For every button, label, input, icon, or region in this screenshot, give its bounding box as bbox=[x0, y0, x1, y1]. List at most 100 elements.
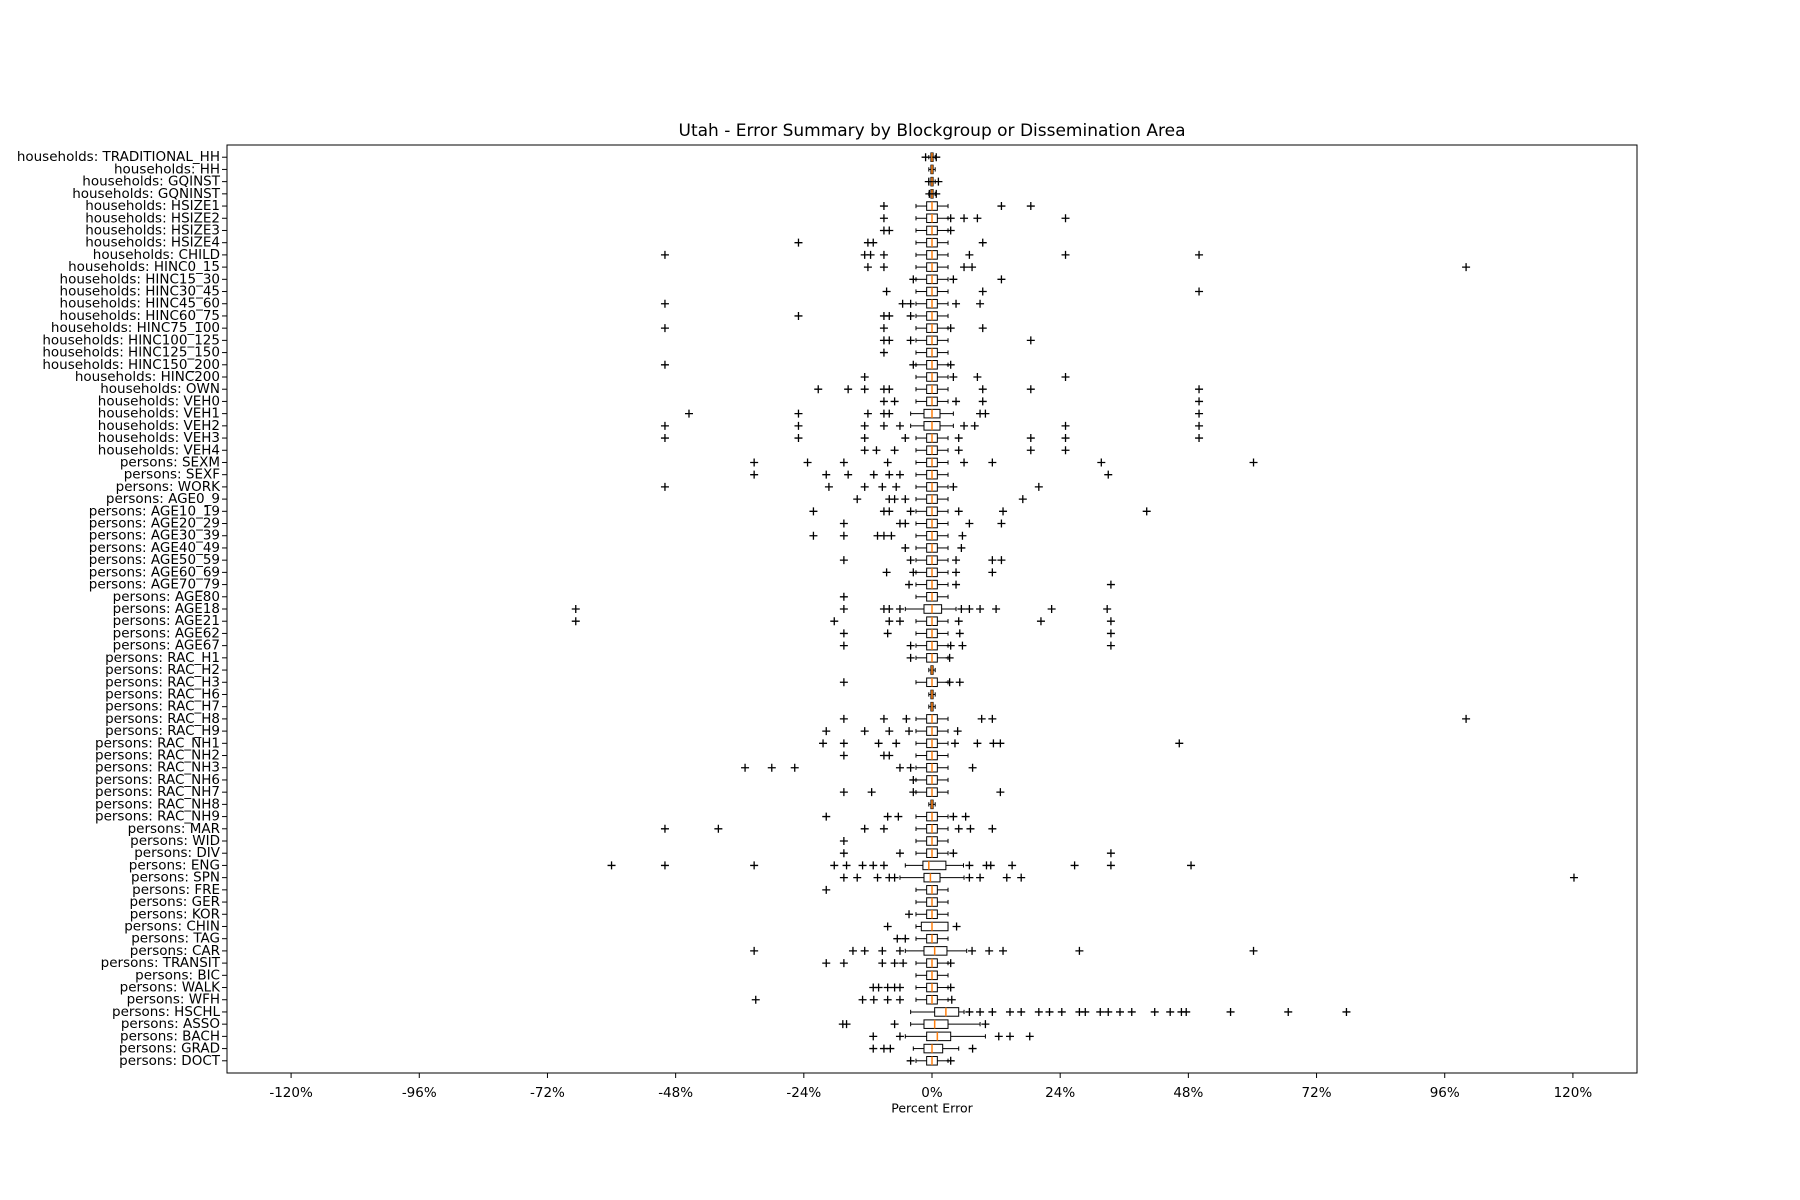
y-tick-label: households: VEH2 bbox=[98, 418, 220, 434]
flier bbox=[934, 177, 943, 186]
flier bbox=[1342, 1007, 1351, 1016]
flier bbox=[965, 873, 974, 882]
flier bbox=[885, 336, 894, 345]
x-tick-label: 48% bbox=[1173, 1085, 1203, 1101]
flier bbox=[960, 421, 969, 430]
flier bbox=[767, 763, 776, 772]
flier bbox=[1106, 849, 1115, 858]
flier bbox=[1569, 873, 1578, 882]
flier bbox=[895, 946, 904, 955]
flier bbox=[1150, 1007, 1159, 1016]
flier bbox=[1103, 605, 1112, 613]
y-tick-label: households: VEH4 bbox=[98, 442, 220, 458]
flier bbox=[873, 873, 882, 882]
flier bbox=[844, 470, 853, 479]
flier bbox=[992, 605, 1001, 613]
x-tick-label: -48% bbox=[658, 1085, 693, 1101]
flier bbox=[946, 214, 955, 223]
flier bbox=[860, 824, 869, 833]
flier bbox=[1195, 409, 1204, 418]
flier bbox=[830, 617, 839, 626]
flier bbox=[860, 727, 869, 736]
flier bbox=[965, 519, 974, 528]
flier bbox=[803, 458, 812, 467]
y-tick-label: persons: GRAD bbox=[119, 1041, 220, 1057]
x-tick-label: 72% bbox=[1302, 1085, 1332, 1101]
flier bbox=[906, 311, 915, 320]
flier bbox=[1127, 1007, 1136, 1016]
flier bbox=[978, 287, 987, 296]
flier bbox=[906, 336, 915, 345]
flier bbox=[1182, 1007, 1191, 1016]
flier bbox=[878, 959, 887, 968]
flier bbox=[1070, 861, 1079, 870]
y-tick-label: persons: WORK bbox=[116, 479, 222, 495]
flier bbox=[1017, 873, 1026, 882]
flier bbox=[1249, 458, 1258, 467]
y-tick-label: households: HINC45_60 bbox=[60, 296, 220, 312]
flier bbox=[607, 861, 616, 870]
flier bbox=[885, 409, 894, 418]
flier bbox=[965, 861, 974, 870]
flier bbox=[885, 605, 894, 613]
y-tick-label: persons: TAG bbox=[131, 931, 220, 947]
flier bbox=[1061, 434, 1070, 443]
flier bbox=[839, 556, 848, 565]
flier bbox=[968, 946, 977, 955]
flier bbox=[905, 580, 914, 589]
flier bbox=[898, 299, 907, 308]
flier bbox=[978, 238, 987, 247]
flier bbox=[973, 373, 982, 381]
flier bbox=[1061, 421, 1070, 430]
flier bbox=[989, 739, 998, 748]
flier bbox=[885, 385, 894, 394]
flier bbox=[946, 360, 955, 369]
flier bbox=[1026, 434, 1035, 443]
y-tick-label: households: HSIZE3 bbox=[85, 222, 220, 238]
x-tick-label: -24% bbox=[786, 1085, 821, 1101]
box bbox=[923, 1019, 949, 1029]
flier bbox=[997, 275, 1006, 284]
flier bbox=[809, 531, 818, 540]
y-tick-label: households: HSIZE1 bbox=[85, 198, 220, 214]
flier bbox=[822, 812, 831, 821]
flier bbox=[955, 629, 964, 638]
flier bbox=[839, 739, 848, 748]
flier bbox=[1284, 1007, 1293, 1016]
flier bbox=[839, 751, 848, 760]
flier bbox=[1249, 946, 1258, 955]
flier bbox=[1026, 385, 1035, 394]
y-tick-label: persons: RAC_H6 bbox=[105, 686, 220, 702]
flier bbox=[879, 348, 888, 357]
flier bbox=[839, 714, 848, 723]
flier bbox=[901, 495, 910, 504]
flier bbox=[960, 458, 969, 467]
flier bbox=[571, 617, 580, 626]
flier bbox=[968, 263, 977, 272]
flier bbox=[946, 641, 955, 650]
flier bbox=[906, 763, 915, 772]
flier bbox=[968, 1044, 977, 1053]
y-tick-label: persons: TRANSIT bbox=[101, 955, 221, 971]
flier bbox=[949, 812, 958, 821]
y-tick-label: persons: RAC_H8 bbox=[105, 711, 220, 727]
flier bbox=[965, 250, 974, 259]
flier bbox=[890, 446, 899, 455]
flier bbox=[902, 714, 911, 723]
flier bbox=[909, 568, 918, 577]
flier bbox=[1075, 946, 1084, 955]
flier bbox=[824, 482, 833, 491]
y-tick-label: persons: RAC_H9 bbox=[105, 723, 220, 739]
flier bbox=[1045, 1007, 1054, 1016]
y-tick-label: persons: WID bbox=[130, 833, 220, 849]
flier bbox=[976, 605, 985, 613]
flier bbox=[883, 629, 892, 638]
y-tick-label: persons: RAC_NH9 bbox=[95, 809, 220, 825]
flier bbox=[1104, 470, 1113, 479]
flier bbox=[932, 153, 941, 162]
y-tick-label: persons: RAC_NH2 bbox=[95, 748, 220, 764]
flier bbox=[945, 678, 954, 687]
flier bbox=[1005, 1007, 1014, 1016]
flier bbox=[947, 995, 956, 1004]
flier bbox=[853, 495, 862, 504]
